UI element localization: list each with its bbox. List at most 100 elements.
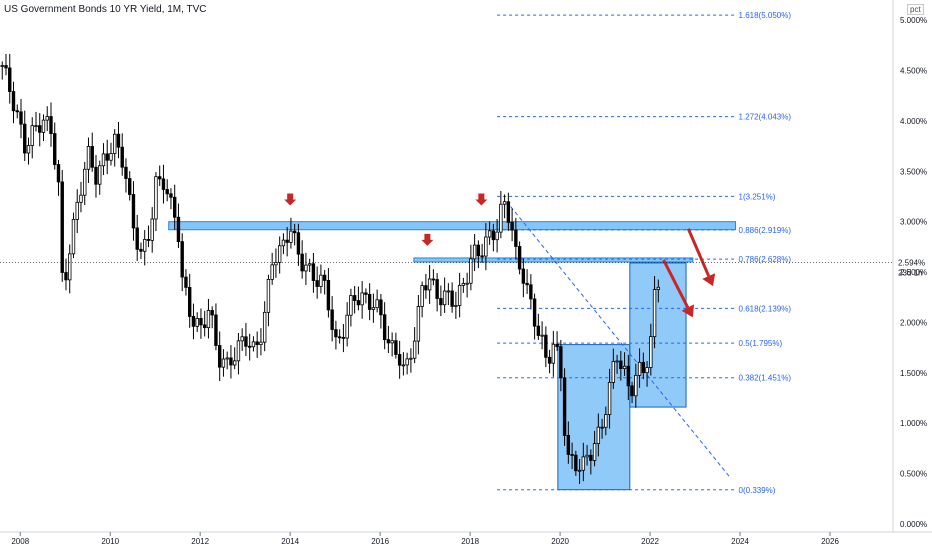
- candle[interactable]: [652, 289, 657, 338]
- candle[interactable]: [322, 274, 327, 281]
- candle[interactable]: [532, 298, 537, 327]
- candle[interactable]: [244, 336, 248, 347]
- candle[interactable]: [600, 426, 604, 429]
- candle[interactable]: [165, 189, 169, 195]
- candle[interactable]: [173, 196, 177, 218]
- candle[interactable]: [292, 230, 297, 234]
- candle[interactable]: [405, 358, 409, 366]
- candle[interactable]: [427, 278, 432, 291]
- candle[interactable]: [461, 283, 466, 286]
- candle[interactable]: [360, 292, 364, 306]
- candle[interactable]: [446, 290, 451, 293]
- candle[interactable]: [289, 230, 293, 243]
- candle[interactable]: [480, 255, 484, 258]
- candle[interactable]: [180, 241, 184, 278]
- candle[interactable]: [611, 360, 616, 383]
- candle[interactable]: [210, 310, 214, 316]
- candle[interactable]: [457, 284, 462, 306]
- candle[interactable]: [90, 146, 94, 168]
- candle[interactable]: [356, 300, 361, 306]
- candle[interactable]: [4, 65, 8, 69]
- candle[interactable]: [135, 227, 139, 250]
- candle[interactable]: [311, 263, 316, 281]
- resistance-zone[interactable]: [168, 221, 737, 231]
- candle[interactable]: [502, 201, 507, 205]
- candle[interactable]: [645, 367, 649, 374]
- candle[interactable]: [472, 244, 477, 260]
- candle[interactable]: [98, 165, 102, 185]
- candle[interactable]: [34, 125, 38, 128]
- candle[interactable]: [315, 280, 319, 287]
- candle[interactable]: [424, 285, 428, 291]
- candle[interactable]: [487, 230, 492, 238]
- candle[interactable]: [649, 336, 653, 368]
- candle[interactable]: [71, 219, 76, 255]
- candle[interactable]: [68, 253, 72, 281]
- candle[interactable]: [195, 318, 199, 327]
- candle[interactable]: [352, 295, 357, 301]
- candle[interactable]: [465, 282, 469, 285]
- candle[interactable]: [390, 340, 394, 344]
- candle[interactable]: [499, 203, 503, 233]
- candle[interactable]: [217, 345, 222, 368]
- candle[interactable]: [334, 329, 338, 338]
- candle[interactable]: [274, 261, 278, 266]
- candle[interactable]: [637, 361, 642, 376]
- candle[interactable]: [367, 294, 372, 310]
- candle[interactable]: [562, 377, 567, 436]
- candle[interactable]: [30, 125, 34, 146]
- candle[interactable]: [656, 286, 661, 290]
- candle[interactable]: [304, 264, 308, 272]
- candle[interactable]: [412, 340, 417, 359]
- candle[interactable]: [615, 360, 619, 363]
- candle[interactable]: [510, 222, 514, 231]
- trendline[interactable]: [510, 206, 732, 479]
- candle[interactable]: [26, 145, 31, 154]
- candle[interactable]: [495, 231, 499, 241]
- candle[interactable]: [225, 357, 229, 360]
- candle[interactable]: [420, 285, 424, 307]
- candle[interactable]: [251, 341, 256, 348]
- candle[interactable]: [105, 153, 109, 161]
- candle[interactable]: [150, 218, 154, 241]
- candle[interactable]: [146, 239, 151, 241]
- candle[interactable]: [559, 346, 563, 379]
- candle[interactable]: [83, 168, 87, 196]
- candle[interactable]: [8, 67, 12, 92]
- candle[interactable]: [296, 232, 301, 255]
- price-axis-unit[interactable]: pct: [907, 4, 924, 15]
- candle[interactable]: [641, 361, 646, 374]
- candle[interactable]: [626, 365, 631, 387]
- candle[interactable]: [555, 343, 559, 347]
- candle[interactable]: [484, 236, 488, 257]
- candle[interactable]: [262, 311, 267, 343]
- candle[interactable]: [19, 111, 23, 125]
- candle[interactable]: [277, 245, 282, 263]
- candle[interactable]: [431, 278, 436, 281]
- candle[interactable]: [454, 305, 458, 307]
- candle[interactable]: [214, 314, 218, 346]
- candle[interactable]: [364, 292, 368, 295]
- candle[interactable]: [536, 325, 541, 336]
- candle[interactable]: [540, 334, 544, 337]
- candle[interactable]: [525, 282, 529, 286]
- candle[interactable]: [379, 299, 383, 316]
- candle[interactable]: [514, 229, 518, 247]
- candle[interactable]: [15, 110, 19, 113]
- candle[interactable]: [394, 340, 398, 355]
- candle[interactable]: [349, 295, 353, 316]
- candle[interactable]: [577, 469, 582, 472]
- candle[interactable]: [161, 178, 166, 190]
- candle[interactable]: [281, 239, 286, 247]
- candle[interactable]: [585, 454, 589, 458]
- candle[interactable]: [604, 414, 608, 428]
- candle[interactable]: [371, 307, 376, 310]
- candle[interactable]: [247, 345, 252, 348]
- candle[interactable]: [547, 356, 552, 364]
- candle[interactable]: [345, 314, 349, 339]
- candle[interactable]: [229, 357, 233, 366]
- candle[interactable]: [442, 290, 447, 306]
- candle[interactable]: [506, 201, 511, 223]
- candle[interactable]: [169, 193, 173, 198]
